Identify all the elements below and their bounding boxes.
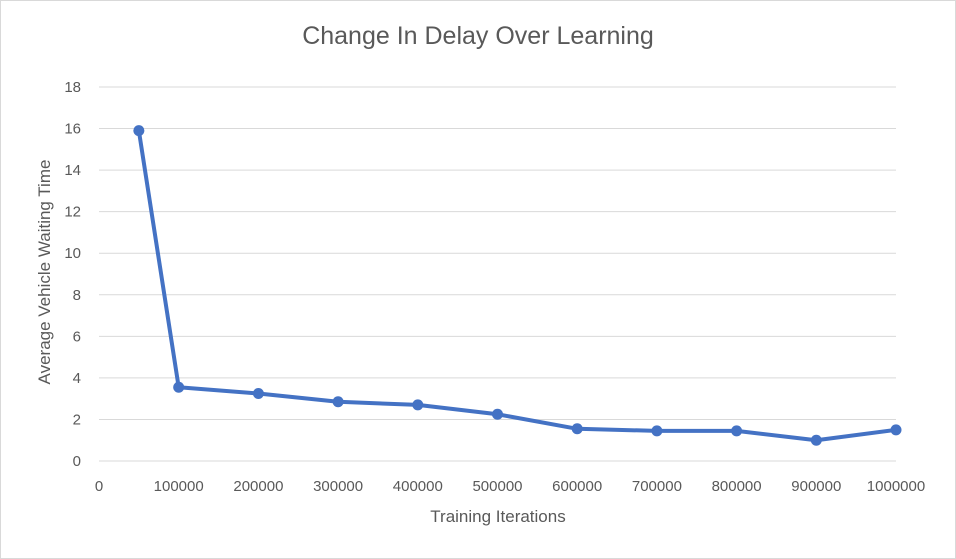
data-point bbox=[252, 387, 264, 399]
data-point bbox=[412, 399, 424, 411]
y-tick-label: 2 bbox=[73, 411, 81, 428]
data-point bbox=[492, 408, 503, 420]
x-tick-label: 400000 bbox=[393, 478, 443, 495]
x-tick-label: 1000000 bbox=[867, 478, 925, 495]
x-tick-label: 700000 bbox=[632, 478, 682, 495]
y-tick-label: 16 bbox=[64, 121, 81, 138]
y-axis-title: Average Vehicle Waiting Time bbox=[35, 159, 54, 385]
x-tick-label: 200000 bbox=[233, 478, 283, 495]
y-tick-label: 6 bbox=[73, 328, 81, 345]
x-tick-label: 900000 bbox=[791, 478, 841, 495]
x-axis-title: Training Iterations bbox=[430, 507, 566, 526]
data-point bbox=[731, 425, 743, 437]
y-tick-label: 0 bbox=[73, 453, 81, 470]
data-point bbox=[133, 125, 145, 137]
chart-title: Change In Delay Over Learning bbox=[302, 22, 654, 50]
y-tick-label: 8 bbox=[73, 287, 81, 304]
data-point bbox=[890, 424, 902, 436]
x-tick-label: 600000 bbox=[552, 478, 602, 495]
data-point bbox=[651, 425, 663, 437]
x-tick-label: 800000 bbox=[712, 478, 762, 495]
data-point bbox=[173, 381, 185, 393]
data-point bbox=[571, 423, 583, 435]
x-tick-label: 0 bbox=[95, 478, 103, 495]
x-tick-label: 300000 bbox=[313, 478, 363, 495]
y-tick-label: 12 bbox=[64, 204, 81, 221]
x-tick-label: 500000 bbox=[472, 478, 522, 495]
y-tick-label: 10 bbox=[64, 245, 81, 262]
x-tick-label: 100000 bbox=[154, 478, 204, 495]
data-point bbox=[332, 396, 344, 408]
y-tick-label: 18 bbox=[64, 79, 81, 96]
y-tick-label: 14 bbox=[64, 162, 81, 179]
y-tick-label: 4 bbox=[73, 370, 81, 387]
data-point bbox=[810, 434, 822, 446]
series-line bbox=[136, 128, 898, 443]
